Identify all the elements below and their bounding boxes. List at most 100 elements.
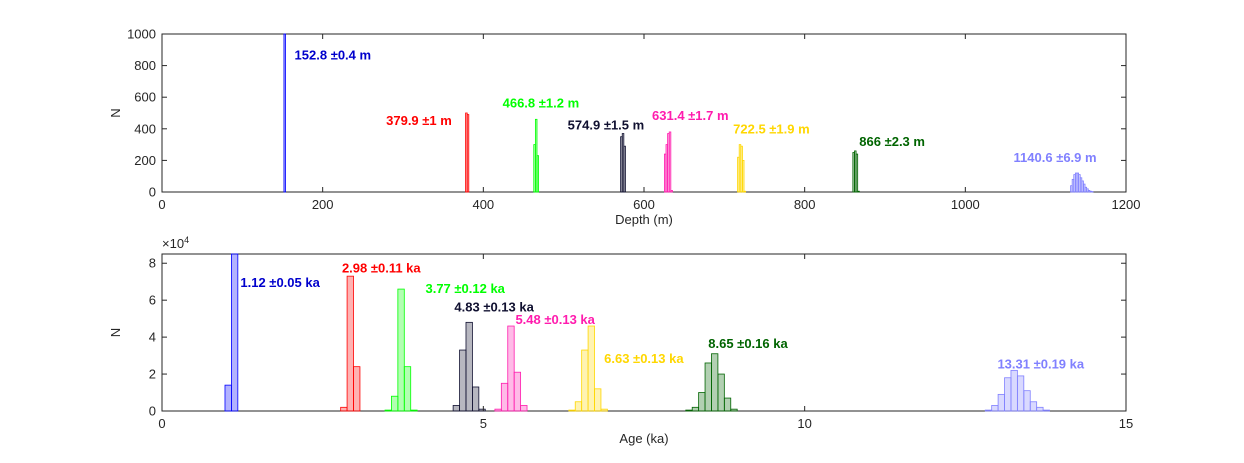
histogram-bar — [459, 349, 467, 412]
histogram-bar — [670, 190, 673, 193]
histogram-bar — [1023, 390, 1031, 412]
histogram-bar — [224, 384, 232, 412]
histogram-bar — [384, 409, 392, 412]
histogram-bar — [346, 275, 354, 412]
axes-box — [161, 253, 1127, 412]
histogram-bar — [855, 153, 859, 193]
histogram-bar — [668, 131, 672, 193]
y-tick-label: 600 — [134, 90, 156, 105]
y-tick-label: 0 — [149, 404, 156, 419]
y-tick-label: 6 — [149, 293, 156, 308]
histogram-bar — [991, 405, 999, 412]
y-axis-label: N — [108, 328, 123, 337]
y-tick-label: 400 — [134, 121, 156, 136]
x-tick-label: 400 — [472, 197, 494, 212]
series-5 — [568, 325, 608, 412]
x-tick-label: 1200 — [1112, 197, 1141, 212]
x-tick-label: 200 — [312, 197, 334, 212]
x-tick-label: 1000 — [951, 197, 980, 212]
histogram-bar — [1036, 406, 1044, 412]
histogram-bar — [478, 408, 486, 412]
histogram-bar — [623, 145, 626, 193]
series-6 — [685, 353, 738, 412]
y-exponent-label: ×104 — [162, 235, 189, 251]
x-tick-label: 5 — [480, 416, 487, 431]
histogram-bar — [231, 253, 239, 412]
x-tick-label: 800 — [794, 197, 816, 212]
histogram-bar — [452, 405, 460, 412]
histogram-bar — [984, 409, 993, 412]
depth-histogram-axes: 0 200 400 600 800 1000 1200 0 200 400 600 800 1000 De… — [108, 27, 1140, 228]
x-tick-label: 0 — [158, 416, 165, 431]
series-6 — [852, 150, 860, 193]
histogram-bar — [997, 393, 1005, 412]
histogram-bar — [574, 401, 583, 412]
x-tick-label: 0 — [158, 197, 165, 212]
histogram-bar — [353, 366, 361, 412]
histogram-bar — [472, 386, 480, 412]
histogram-bar — [500, 382, 509, 412]
histogram-bar — [403, 366, 412, 412]
y-tick-label: 2 — [149, 367, 156, 382]
y-tick-label: 200 — [134, 153, 156, 168]
peak-annotation: 4.83 ±0.13 ka — [454, 299, 534, 314]
series-4 — [664, 131, 673, 193]
histogram-bar — [691, 406, 700, 412]
x-tick-label: 15 — [1119, 416, 1133, 431]
histogram-bar — [283, 33, 286, 193]
histogram-bar — [704, 362, 712, 412]
series-1 — [465, 112, 470, 193]
y-exponent-power: 4 — [184, 235, 189, 245]
peak-annotation: 574.9 ±1.5 m — [568, 118, 645, 133]
y-tick-label: 4 — [149, 330, 156, 345]
series-1 — [340, 275, 361, 412]
histogram-bar — [594, 388, 602, 412]
series-3 — [620, 133, 626, 193]
histogram-bar — [513, 371, 522, 412]
y-tick-label: 8 — [149, 256, 156, 271]
histogram-bar — [494, 408, 502, 412]
histogram-bar — [1042, 409, 1050, 412]
y-tick-label: 1000 — [127, 27, 156, 42]
series-4 — [494, 325, 528, 412]
x-axis-label: Age (ka) — [619, 431, 668, 446]
series-2 — [384, 288, 418, 412]
peak-annotation: 5.48 ±0.13 ka — [515, 312, 595, 327]
histogram-bar — [397, 288, 405, 412]
histogram-bar — [520, 405, 528, 412]
series-2 — [533, 118, 540, 193]
series-7 — [1070, 172, 1094, 193]
histogram-bar — [717, 373, 725, 412]
histogram-bar — [698, 392, 706, 412]
histogram-bar — [466, 114, 470, 193]
peak-annotation: 6.63 ±0.13 ka — [604, 351, 684, 366]
series-0 — [224, 253, 239, 412]
series-3 — [452, 321, 486, 412]
peak-annotation: 2.98 ±0.11 ka — [342, 260, 421, 275]
peak-annotation: 8.65 ±0.16 ka — [708, 336, 788, 351]
x-tick-label: 600 — [633, 197, 655, 212]
peak-annotation: 13.31 ±0.19 ka — [997, 357, 1084, 372]
peak-annotation: 466.8 ±1.2 m — [503, 95, 580, 110]
peak-annotation: 3.77 ±0.12 ka — [425, 281, 505, 296]
histogram-bar — [581, 349, 589, 412]
histogram-bar — [685, 409, 693, 412]
histogram-bar — [743, 190, 747, 193]
histogram-bar — [587, 325, 595, 412]
histogram-bar — [536, 155, 540, 193]
histogram-bar — [1016, 375, 1025, 412]
axes-box — [161, 33, 1127, 193]
y-tick-label: 800 — [134, 58, 156, 73]
histogram-bar — [723, 397, 732, 412]
peak-annotation: 866 ±2.3 m — [859, 134, 925, 149]
peak-annotation: 152.8 ±0.4 m — [295, 47, 372, 62]
histogram-bar — [730, 408, 738, 412]
peak-annotation: 631.4 ±1.7 m — [652, 108, 729, 123]
histogram-bar — [507, 325, 515, 412]
peak-annotation: 1.12 ±0.05 ka — [240, 275, 320, 290]
histogram-bar — [742, 159, 745, 193]
histogram-bar — [340, 406, 348, 412]
histogram-bar — [391, 395, 399, 412]
series-7 — [984, 369, 1050, 412]
